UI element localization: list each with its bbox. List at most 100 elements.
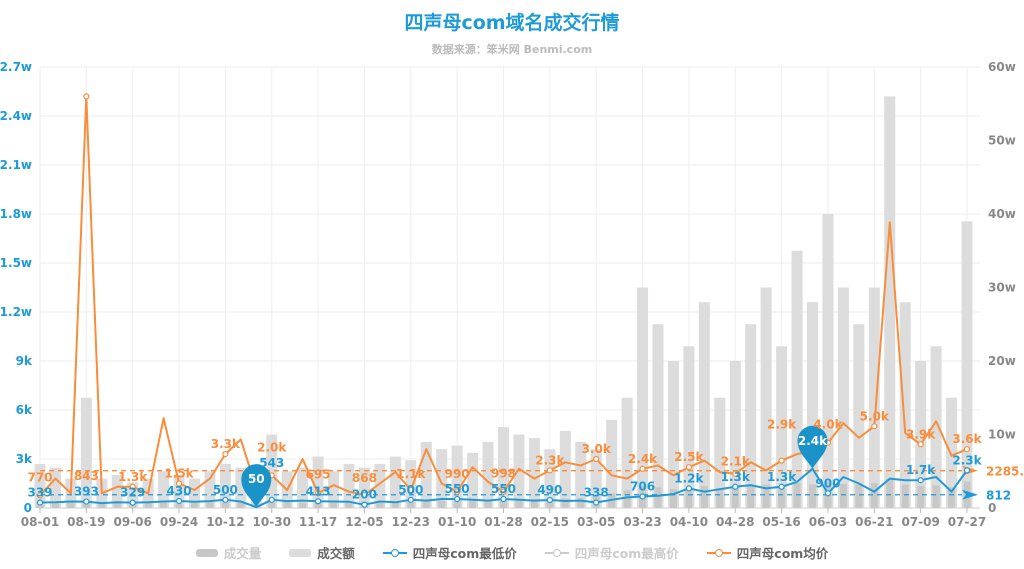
data-point [546,496,553,504]
y-right-tick-label: 50w [988,134,1016,148]
volume-bar [191,502,198,508]
volume-bar [948,487,956,508]
legend-max-price[interactable]: 四声母com最高价 [544,543,679,562]
volume-bar [669,488,677,508]
min-point-label: 490 [537,483,562,497]
data-point [593,455,600,463]
data-point [83,93,90,100]
legend-volume[interactable]: 成交量 [195,543,261,562]
volume-bar [469,500,477,508]
data-point [732,483,739,490]
x-tick-label: 12-23 [392,515,430,529]
legend-min-price-label: 四声母com最低价 [412,546,517,561]
volume-bar [793,483,801,508]
amount-bar [946,397,958,508]
volume-bar [762,484,770,508]
avg-point-label: 2.0k [257,440,287,454]
legend-max-price-label: 四声母com最高价 [574,546,679,561]
avg-point-label: 1.1k [396,467,426,481]
data-point [129,483,136,490]
amount-bar [559,430,571,508]
legend-avg-price-swatch [706,548,731,558]
min-point-label: 550 [445,482,470,496]
x-tick-label: 08-19 [67,515,105,529]
data-point [732,470,739,477]
x-tick-label: 06-03 [809,515,847,529]
data-point [963,446,971,453]
avg-point-label: 2.4k [628,452,658,466]
volume-bar [82,501,90,508]
legend-amount-swatch [289,548,312,557]
x-tick-label: 02-15 [531,515,569,529]
data-point [963,467,971,474]
data-point [871,423,878,430]
min-point-label: 339 [27,485,52,499]
data-point [36,492,44,499]
y-right-tick-label: 40w [988,207,1016,221]
avg-point-label: 843 [74,469,99,483]
legend-amount[interactable]: 成交额 [289,543,355,562]
x-tick-label: 09-06 [114,515,152,529]
amount-bar [837,287,849,508]
data-point [175,497,183,505]
amount-bar [173,474,185,508]
legend-avg-price[interactable]: 四声母com均价 [706,543,829,562]
amount-bar [868,287,880,508]
volume-bar [98,503,106,508]
x-tick-label: 04-28 [716,515,754,529]
volume-bar [438,500,446,508]
data-point [685,464,693,471]
y-right-tick-label: 30w [988,281,1016,295]
data-point [778,457,785,464]
volume-bar [345,502,353,508]
y-left-tick-label: 6k [16,403,33,417]
min-point-label: 706 [630,479,655,493]
volume-bar [901,484,909,508]
volume-bar [330,502,338,508]
volume-bar [716,488,724,508]
data-point [685,485,693,492]
data-point [778,483,785,490]
x-tick-label: 08-01 [21,515,59,529]
x-tick-label: 07-27 [948,515,986,529]
data-point [36,499,44,506]
min-point-label: 1.2k [674,471,704,485]
min-point-label: 1.3k [721,470,751,484]
amount-bar [776,346,788,508]
volume-bar [144,502,152,508]
x-tick-label: 07-09 [901,515,939,529]
volume-bar [51,503,59,508]
avg-point-label: 2.1k [721,455,751,469]
amount-bar [760,287,772,508]
legend-avg-price-label: 四声母com均价 [736,546,829,561]
chart-title: 四声母com域名成交行情 [404,12,620,34]
volume-bar [747,485,755,508]
volume-bar [577,497,585,508]
amount-bar [621,397,633,508]
avg-point-label: 4.0k [813,418,843,432]
data-point [639,493,646,500]
y-right-tick-label: 20w [988,354,1016,368]
y-left-tick-label: 1.5w [0,256,32,270]
volume-bar [685,487,693,508]
volume-bar [932,485,940,508]
x-tick-label: 03-23 [623,515,661,529]
legend: 成交量 成交额 四声母com最低价 四声母com最高价 四声母com均价 [0,543,1024,562]
volume-bar [422,501,430,508]
volume-bar [731,487,739,508]
avg-point-label: 2.9k [767,418,797,432]
avg-point-label: 2.5k [674,450,704,464]
y-left-tick-label: 3k [16,452,33,466]
chart-subtitle: 数据来源：笨米网 Benmi.com [431,43,593,56]
amount-bar [189,478,200,508]
min-point-label: 1.7k [906,463,936,477]
legend-min-price[interactable]: 四声母com最低价 [382,543,517,562]
volume-bar [314,502,322,508]
legend-min-price-swatch [382,548,407,558]
volume-bar [623,490,631,508]
x-tick-label: 01-28 [484,515,522,529]
amount-bar [575,441,587,508]
avg-point-label: 1.3k [118,470,148,484]
avg-point-label: 998 [491,467,516,481]
amount-bar [729,361,741,508]
